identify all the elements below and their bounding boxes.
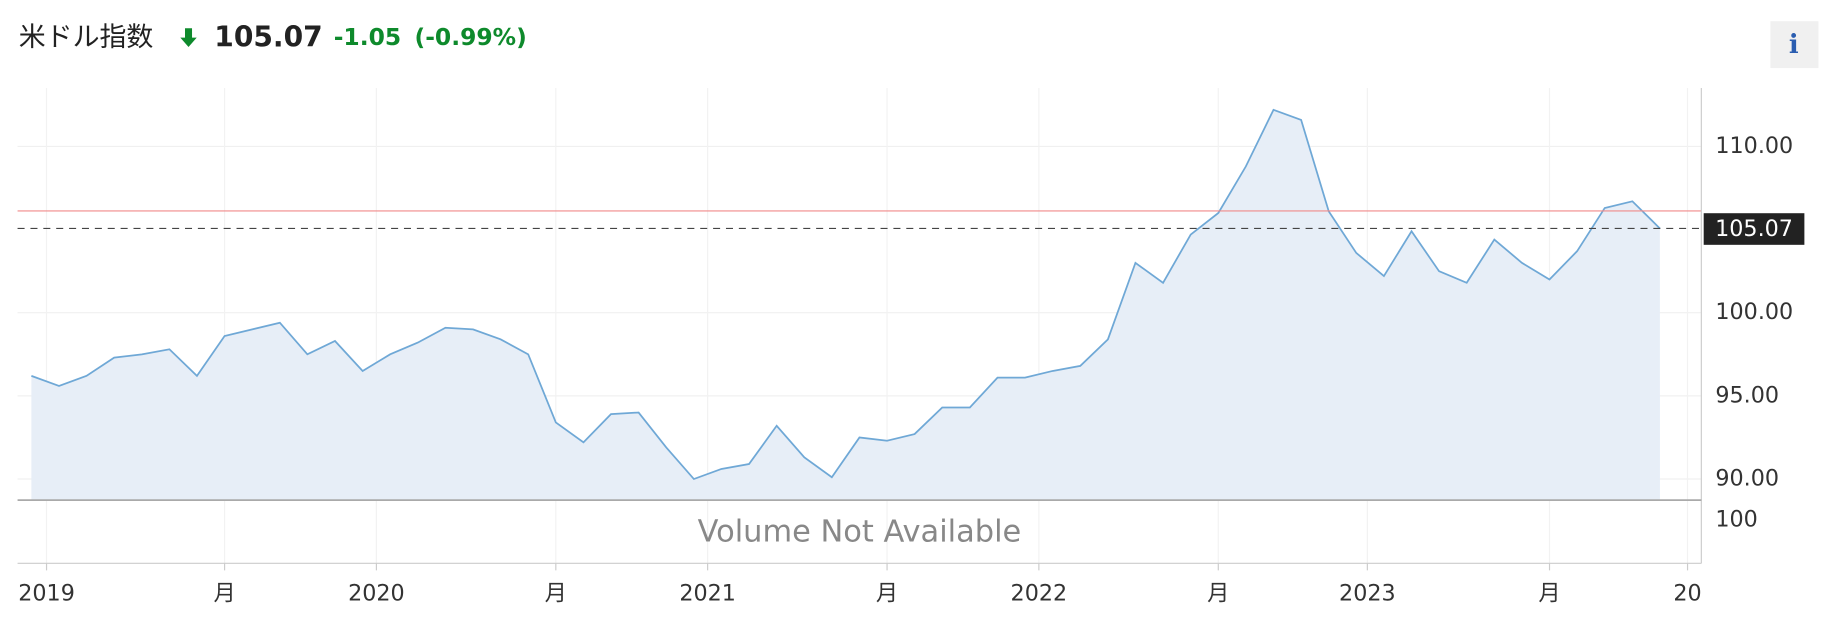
x-tick-label: 2023 xyxy=(1339,580,1396,606)
volume-text: Volume Not Available xyxy=(698,514,1022,549)
x-tick-label: 月 xyxy=(876,580,898,606)
down-arrow xyxy=(180,28,197,47)
last-price-box xyxy=(1703,213,1805,245)
x-tick-label: 2021 xyxy=(679,580,736,606)
volume-tick-label: 100 xyxy=(1715,507,1757,533)
x-tick-label: 月 xyxy=(545,580,567,606)
x-tick-label: 2022 xyxy=(1011,580,1068,606)
x-tick-label: 2019 xyxy=(18,580,75,606)
change-pct: (-0.99%) xyxy=(415,23,527,51)
x-tick-label: 月 xyxy=(213,580,235,606)
line xyxy=(31,108,1661,481)
title: 米ドル指数 xyxy=(19,22,154,53)
x-tick-label: 月 xyxy=(1538,580,1560,606)
y-tick-label: 110.00 xyxy=(1715,133,1793,159)
x-tick-label: 20 xyxy=(1673,580,1701,606)
change: -1.05 xyxy=(334,23,401,51)
price: 105.07 xyxy=(214,21,322,54)
y-tick-label: 90.00 xyxy=(1715,465,1779,491)
area xyxy=(31,109,1660,501)
last-price-label: 105.07 xyxy=(1715,216,1793,242)
y-tick-label: 95.00 xyxy=(1715,382,1779,408)
info-icon[interactable]: i xyxy=(1789,30,1799,60)
x-tick-label: 月 xyxy=(1207,580,1229,606)
x-tick-label: 2020 xyxy=(348,580,405,606)
y-tick-label: 100.00 xyxy=(1715,299,1793,325)
info-button[interactable] xyxy=(1770,21,1819,69)
